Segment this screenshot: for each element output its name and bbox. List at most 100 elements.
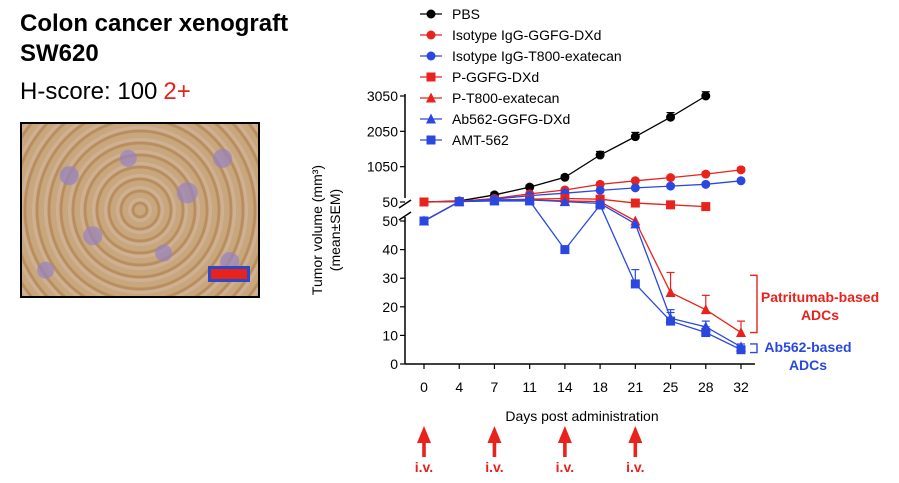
legend-label: AMT-562 [452,132,509,148]
data-point [630,176,640,186]
data-point [666,200,676,210]
legend-entry: PBS [420,6,480,22]
y-tick-label: 0 [390,356,398,372]
dosing-arrow: i.v. [626,426,645,475]
legend-entry: P-T800-exatecan [420,90,559,106]
patritumab-bracket [750,274,758,334]
hscore-text: H-score: 100 [20,78,158,105]
arrow-head [417,426,431,443]
data-point [630,132,640,142]
data-point [489,196,499,206]
y-axis-label: Tumor volume (mm³) (mean±SEM) [309,165,343,295]
series-4 [419,194,746,338]
y-axis-label-line1: Tumor volume (mm³) [309,165,325,295]
y-tick-label: 50 [382,213,398,229]
x-tick-label: 32 [733,379,749,395]
series-line [423,199,742,348]
arrow-head [557,426,572,443]
legend-marker [426,113,436,124]
y-tick-label: 40 [382,242,398,258]
legend-marker [426,72,436,82]
data-point [595,150,605,160]
scale-bar [208,266,250,282]
data-point [736,165,746,175]
data-point [700,304,711,315]
data-point [525,196,535,206]
data-point [701,91,711,101]
data-point [701,202,711,212]
data-point [666,173,676,183]
dosing-markers: i.v. i.v. i.v. i.v. [415,426,645,475]
legend-label: PBS [452,6,480,22]
series-6 [419,196,746,355]
chart-axes: 50 1050 2050 3050 0 10 20 30 40 50 0 4 7 11 14 18 21 25 28… [309,88,755,424]
x-tick-label: 18 [592,379,608,395]
series-line [423,199,742,334]
data-point [666,316,676,326]
axis-break-mark [398,199,412,209]
series-line [423,200,742,351]
chart-series [419,91,746,355]
legend-marker [426,135,436,145]
dosing-arrow: i.v. [485,426,504,475]
data-point [666,181,676,191]
data-point [665,287,676,297]
data-point [630,279,640,289]
data-point [419,197,429,207]
x-tick-label: 25 [663,379,679,395]
ihc-histology-image [20,122,260,298]
data-point [419,216,429,226]
legend-label: P-GGFG-DXd [452,69,539,85]
data-point [525,182,535,192]
x-tick-label: 21 [628,379,644,395]
patritumab-annotation-line2: ADCs [801,307,839,323]
figure-title: Colon cancer xenograft [20,10,289,37]
arrow-head [487,426,502,443]
dosing-arrow: i.v. [556,426,574,475]
legend-entry: Isotype IgG-GGFG-DXd [420,27,601,43]
data-point [701,328,711,338]
x-tick-label: 4 [455,379,463,395]
legend-label: Ab562-GGFG-DXd [452,111,570,127]
arrow-shaft [422,442,426,457]
data-point [701,179,711,189]
dosing-label: i.v. [415,459,433,475]
data-point [595,185,605,195]
arrow-shaft [633,442,638,457]
data-point [560,245,570,255]
x-tick-label: 7 [491,379,499,395]
y-tick-label: 30 [382,270,398,286]
hscore-label: H-score: 100 2+ [20,78,191,106]
arrow-shaft [492,442,497,457]
axis-break-mark [398,211,412,221]
data-point [736,327,746,338]
series-1 [419,165,746,207]
data-point [630,218,641,229]
series-5 [419,194,746,352]
data-point [630,183,640,193]
legend-label: P-T800-exatecan [452,90,559,106]
data-point [736,176,746,186]
x-tick-label: 0 [420,379,428,395]
ab562-annotation-line2: ADCs [789,357,827,373]
legend-marker [426,30,436,40]
legend-label: Isotype IgG-GGFG-DXd [452,27,601,43]
data-point [630,198,640,208]
legend-entry: Ab562-GGFG-DXd [420,111,570,127]
legend-marker [426,92,436,103]
x-tick-label: 28 [698,379,714,395]
x-axis-label: Days post administration [505,408,658,424]
figure-subtitle: SW620 [20,40,99,67]
legend-entry: P-GGFG-DXd [420,69,539,85]
chart-annotations: Patritumab-based ADCs Ab562-based ADCs [750,274,879,373]
y-axis-label-line2: (mean±SEM) [327,189,343,271]
dosing-label: i.v. [626,459,644,475]
dosing-arrow: i.v. [415,426,433,475]
legend-label: Isotype IgG-T800-exatecan [452,48,622,64]
arrow-shaft [563,442,567,457]
y-tick-label: 10 [382,327,398,343]
dosing-label: i.v. [556,459,574,475]
y-tick-label: 50 [382,194,398,210]
legend-marker [426,51,436,61]
